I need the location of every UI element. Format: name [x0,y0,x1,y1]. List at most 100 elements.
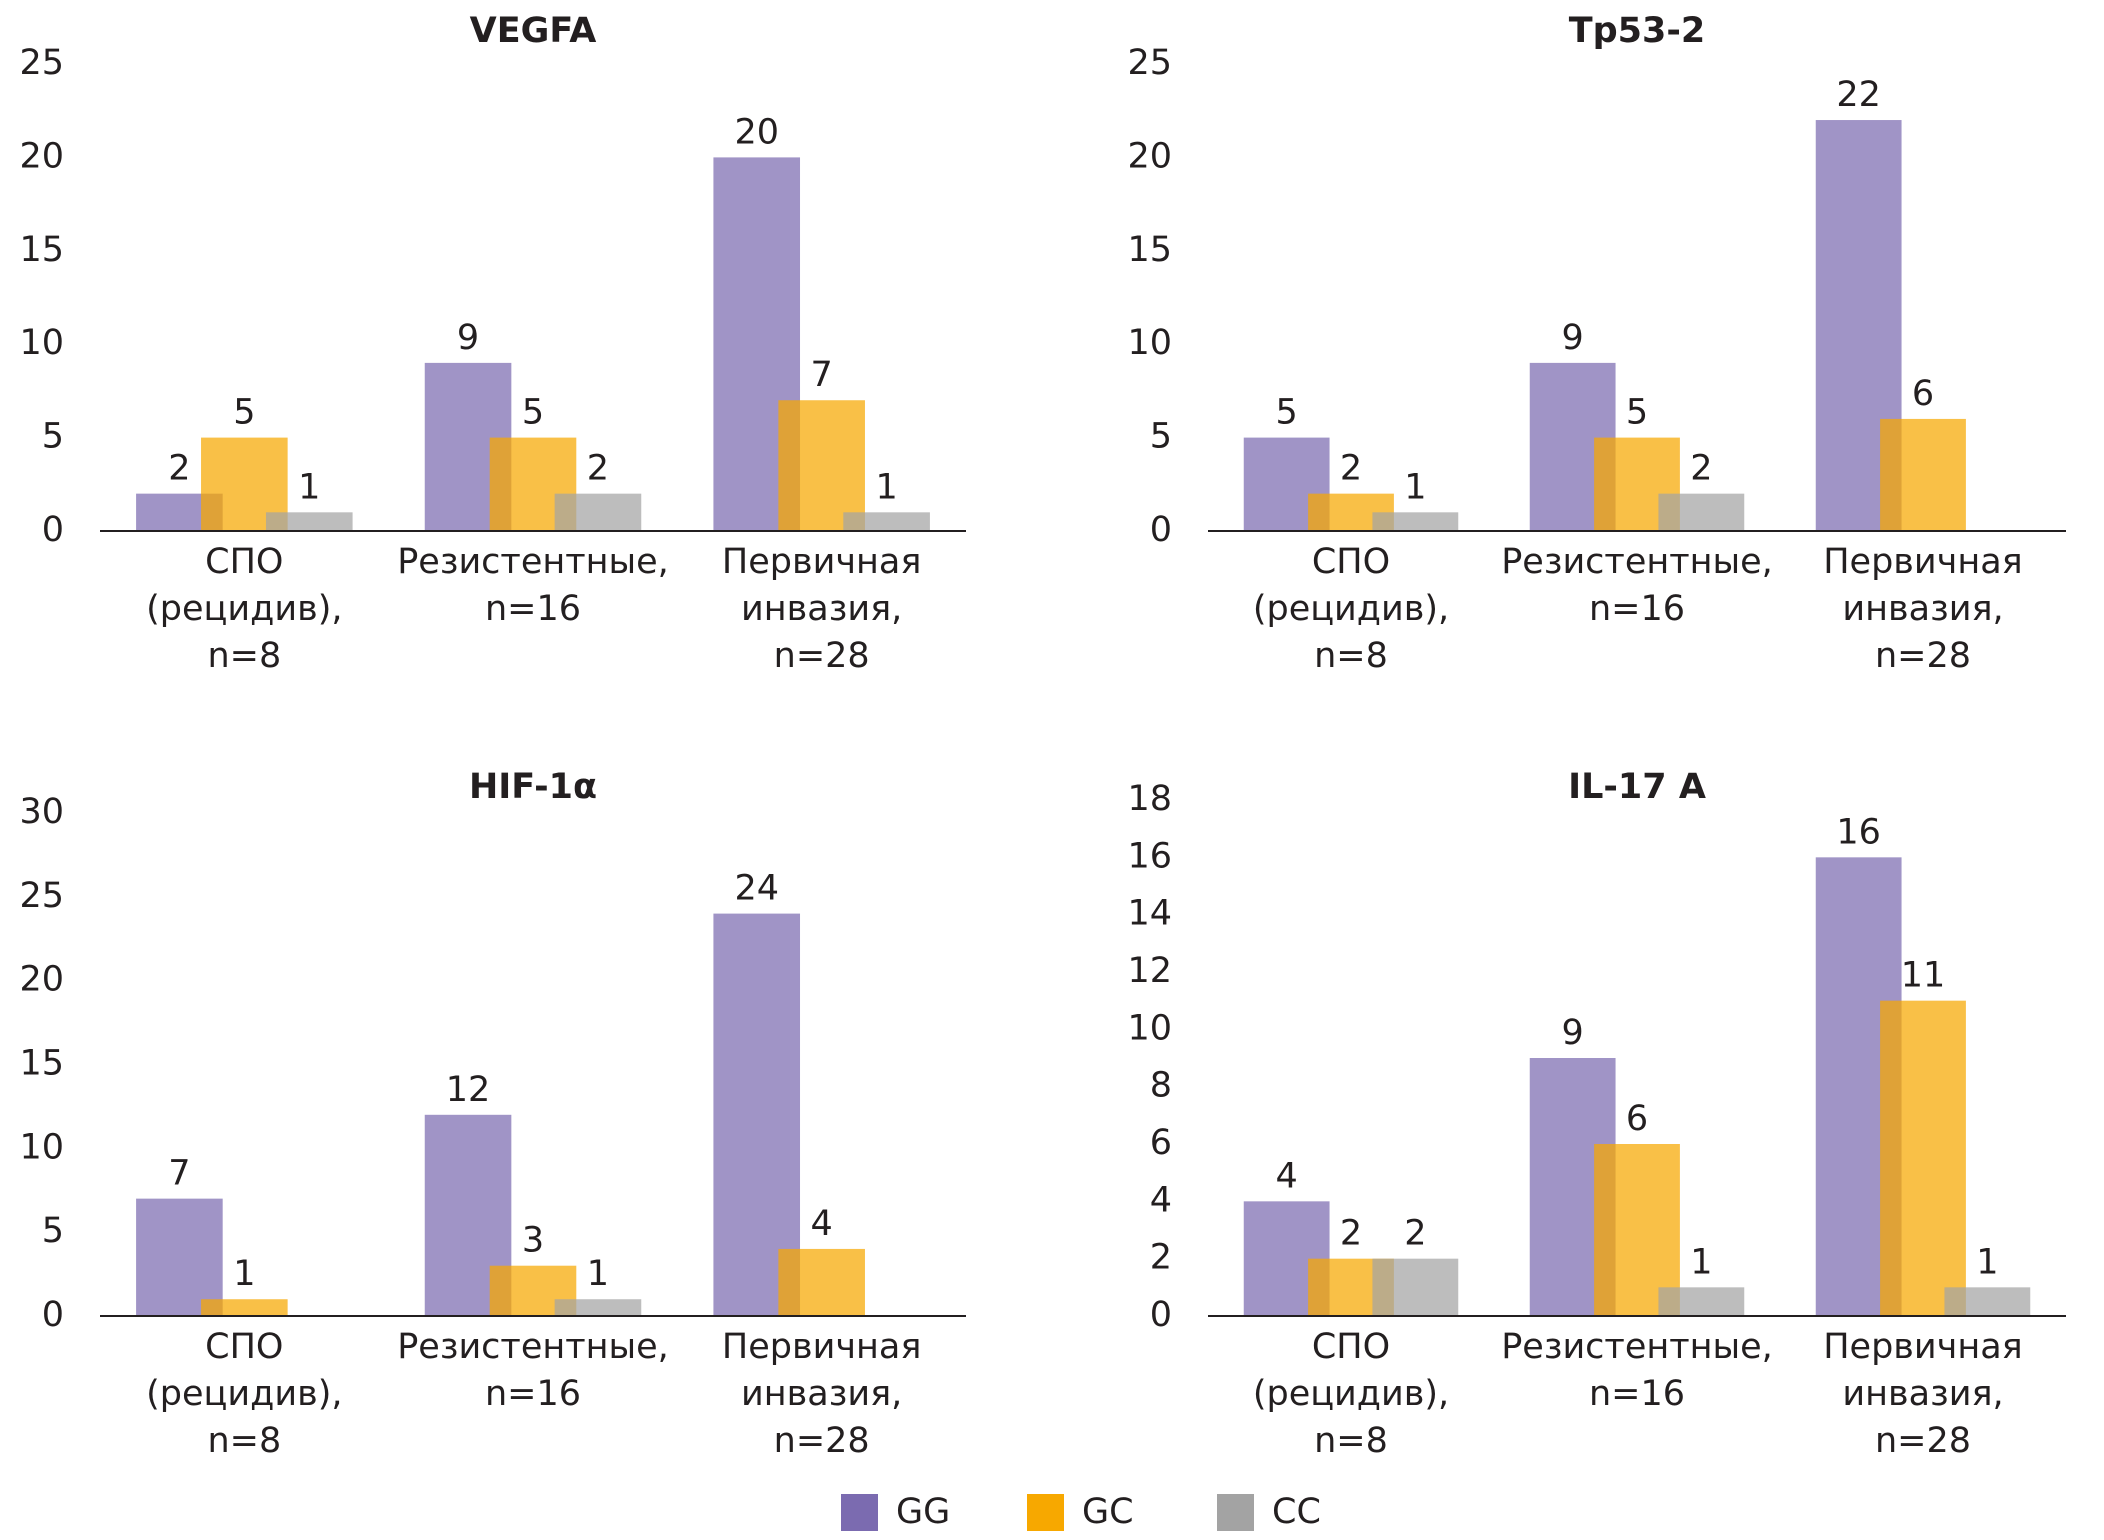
x-tick-label: n=28 [1875,1421,1971,1461]
y-tick-label: 12 [1127,951,1172,991]
x-tick-label: n=16 [1589,1374,1685,1414]
bar [1372,1258,1459,1316]
bar [1880,1000,1966,1316]
value-label: 11 [1901,956,1946,996]
y-tick-label: 4 [1150,1180,1172,1220]
legend-swatch [1217,1494,1254,1531]
chart-title: HIF-1α [469,767,597,807]
y-tick-label: 5 [42,417,64,457]
legend-swatch [841,1494,878,1531]
value-label: 20 [734,112,779,152]
y-tick-label: 0 [42,510,64,550]
value-label: 5 [522,393,544,433]
value-label: 2 [587,449,609,489]
y-tick-label: 0 [1150,1295,1172,1335]
value-label: 9 [457,318,479,358]
y-tick-label: 5 [42,1211,64,1251]
y-tick-label: 5 [1150,417,1172,457]
y-tick-label: 20 [19,136,64,176]
bar [1880,418,1966,531]
y-tick-label: 10 [1127,1008,1172,1048]
x-tick-label: СПО [1312,1327,1390,1367]
x-tick-label: n=16 [1589,589,1685,629]
value-label: 2 [168,449,190,489]
x-tick-label: инвазия, [1842,1374,2003,1414]
x-tick-label: Первичная [1823,1327,2023,1367]
value-label: 7 [168,1154,190,1194]
value-label: 1 [1690,1242,1712,1282]
value-label: 5 [1626,393,1648,433]
bar [778,1248,865,1316]
value-label: 4 [1276,1156,1298,1196]
x-tick-label: n=8 [207,1421,281,1461]
value-label: 6 [1912,374,1934,414]
y-tick-label: 25 [19,43,64,83]
value-label: 1 [587,1254,609,1294]
x-tick-label: Резистентные, [397,1327,669,1367]
value-label: 6 [1626,1099,1648,1139]
value-label: 1 [1976,1242,1998,1282]
value-label: 1 [1404,467,1426,507]
legend-label: GC [1082,1492,1134,1532]
chart-title: IL-17 A [1568,767,1706,807]
x-tick-label: Первичная [722,542,922,582]
x-tick-label: n=28 [774,1421,870,1461]
y-tick-label: 6 [1150,1123,1172,1163]
x-tick-label: (рецидив), [1253,1374,1449,1414]
x-tick-label: инвазия, [1842,589,2003,629]
bar [843,512,930,531]
x-tick-label: n=8 [1314,636,1388,676]
value-label: 2 [1690,449,1712,489]
value-label: 2 [1340,449,1362,489]
x-tick-label: (рецидив), [1253,589,1449,629]
value-label: 1 [875,467,897,507]
y-tick-label: 2 [1150,1238,1172,1278]
value-label: 2 [1404,1214,1426,1254]
chart-title: VEGFA [470,11,597,51]
y-tick-label: 15 [1127,230,1172,270]
y-tick-label: 20 [19,960,64,1000]
x-tick-label: инвазия, [741,1374,902,1414]
y-tick-label: 25 [19,876,64,916]
bar [136,1198,223,1316]
x-tick-label: n=8 [207,636,281,676]
value-label: 9 [1562,318,1584,358]
y-tick-label: 18 [1127,779,1172,819]
x-tick-label: n=28 [774,636,870,676]
x-tick-label: инвазия, [741,589,902,629]
y-tick-label: 16 [1127,836,1172,876]
value-label: 7 [811,355,833,395]
y-tick-label: 14 [1127,894,1172,934]
y-tick-label: 15 [19,1044,64,1084]
bar [1658,1287,1745,1316]
chart-title: Tp53-2 [1569,11,1706,51]
x-tick-label: (рецидив), [146,589,342,629]
x-tick-label: Первичная [722,1327,922,1367]
legend-label: GG [896,1492,950,1532]
y-tick-label: 10 [1127,323,1172,363]
x-tick-label: (рецидив), [146,1374,342,1414]
x-tick-label: Резистентные, [1501,542,1773,582]
legend-swatch [1027,1494,1064,1531]
y-tick-label: 30 [19,792,64,832]
x-tick-label: СПО [205,542,283,582]
bar [1944,1287,2031,1316]
x-tick-label: СПО [205,1327,283,1367]
bar [778,400,865,531]
x-tick-label: n=8 [1314,1421,1388,1461]
x-tick-label: n=28 [1875,636,1971,676]
x-tick-label: Резистентные, [397,542,669,582]
y-tick-label: 0 [1150,510,1172,550]
y-tick-label: 25 [1127,43,1172,83]
bar [554,1299,642,1316]
x-tick-label: n=16 [485,589,581,629]
legend-label: CC [1272,1492,1321,1532]
value-label: 1 [233,1254,255,1294]
y-tick-label: 10 [19,323,64,363]
value-label: 5 [233,393,255,433]
y-tick-label: 10 [19,1127,64,1167]
value-label: 2 [1340,1214,1362,1254]
x-tick-label: n=16 [485,1374,581,1414]
value-label: 5 [1276,393,1298,433]
